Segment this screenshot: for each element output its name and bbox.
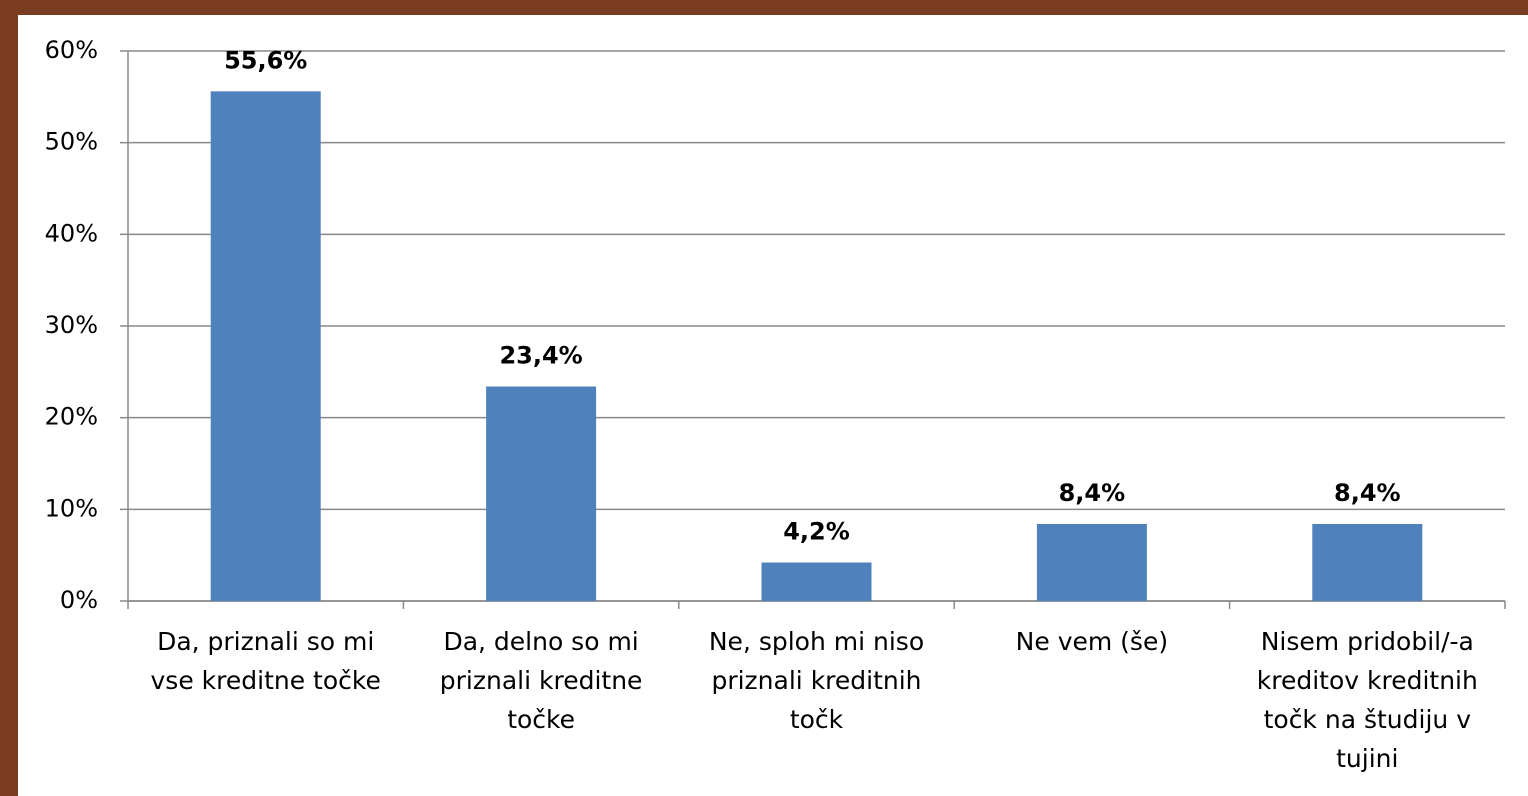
y-tick-label: 0% bbox=[60, 586, 98, 614]
y-tick-label: 20% bbox=[45, 403, 98, 431]
x-tick-label: Ne, sploh mi niso priznali kreditnih toč… bbox=[708, 627, 925, 734]
bar bbox=[761, 562, 872, 601]
y-tick-label: 60% bbox=[45, 36, 98, 64]
x-tick-label: Da, delno so mi priznali kreditne točke bbox=[439, 627, 643, 734]
bar bbox=[486, 386, 597, 601]
y-tick-label: 50% bbox=[45, 128, 98, 156]
value-label: 55,6% bbox=[224, 46, 307, 74]
bar bbox=[1036, 524, 1147, 601]
value-label: 4,2% bbox=[783, 518, 850, 546]
value-label: 8,4% bbox=[1059, 479, 1126, 507]
y-tick-label: 40% bbox=[45, 219, 98, 247]
bar bbox=[210, 91, 321, 601]
value-label: 23,4% bbox=[499, 342, 582, 370]
value-label: 8,4% bbox=[1334, 479, 1401, 507]
y-tick-label: 10% bbox=[45, 494, 98, 522]
x-tick-label: Ne vem (še) bbox=[1015, 627, 1169, 656]
y-tick-label: 30% bbox=[45, 311, 98, 339]
bar bbox=[1312, 524, 1423, 601]
x-tick-label: Nisem pridobil/-a kreditov kreditnih toč… bbox=[1256, 627, 1478, 773]
x-tick-label: Da, priznali so mi vse kreditne točke bbox=[150, 627, 381, 695]
